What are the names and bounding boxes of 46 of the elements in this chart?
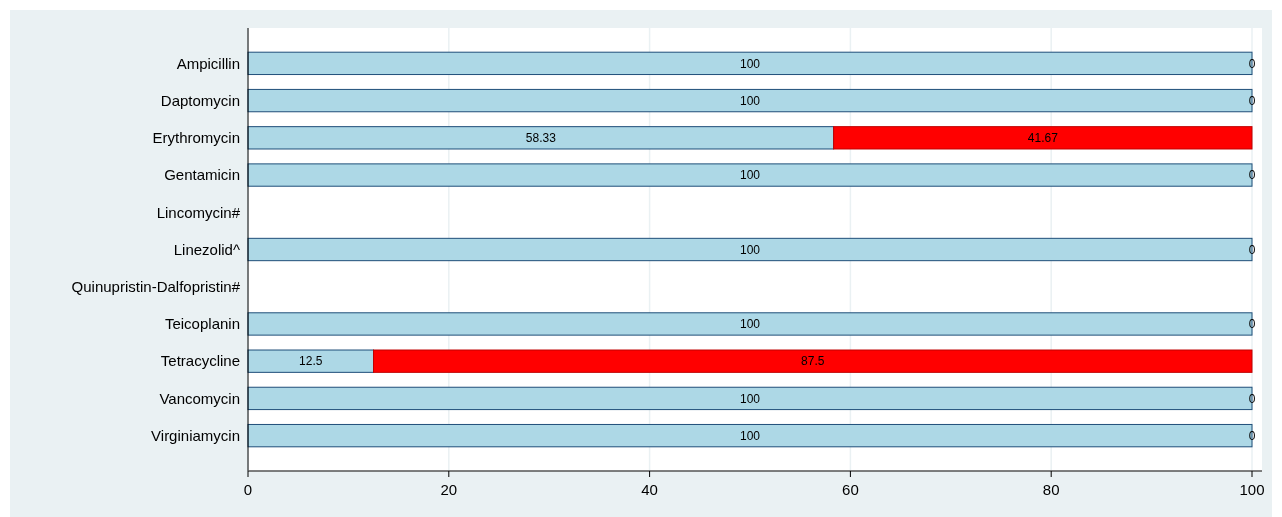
- bar: [247, 386, 1253, 411]
- y-tick-label: Virginiamycin: [151, 426, 240, 444]
- x-tick-label: 100: [1239, 481, 1265, 498]
- y-tick-label: Vancomycin: [159, 389, 240, 407]
- bar: [247, 312, 1253, 336]
- y-tick-label: Ampicillin: [176, 54, 240, 72]
- x-tick-label: 0: [243, 481, 253, 498]
- x-tick-label: 80: [1042, 481, 1060, 498]
- data-label: 0: [1248, 391, 1256, 406]
- data-label: 58.33: [525, 131, 557, 146]
- data-label: 0: [1248, 242, 1256, 257]
- data-label: 100: [739, 93, 761, 108]
- y-tick-label: Teicoplanin: [164, 315, 240, 333]
- y-tick-label: Linezolid^: [173, 240, 240, 258]
- bar: [247, 163, 1253, 187]
- y-tick-label: Quinupristin-Dalfopristin#: [71, 277, 241, 295]
- data-label: 0: [1248, 93, 1256, 108]
- data-label: 100: [739, 428, 761, 443]
- data-label: 12.5: [299, 354, 323, 369]
- data-label: 0: [1248, 56, 1256, 71]
- data-label: 100: [739, 56, 761, 71]
- data-label: 41.67: [1027, 131, 1059, 146]
- y-tick-label: Erythromycin: [152, 129, 240, 147]
- x-tick-label: 40: [641, 481, 658, 498]
- y-tick-label: Tetracycline: [160, 352, 240, 370]
- data-label: 0: [1248, 317, 1256, 332]
- bar: [833, 126, 1253, 150]
- y-tick-label: Lincomycin#: [156, 203, 241, 221]
- bar: [247, 88, 1253, 113]
- bar: [247, 126, 835, 150]
- data-label: 100: [739, 317, 761, 332]
- data-label: 100: [739, 168, 761, 183]
- data-label: 0: [1248, 168, 1256, 183]
- data-label: 100: [739, 391, 761, 406]
- x-tick-label: 60: [842, 481, 859, 498]
- y-tick-label: Gentamicin: [164, 166, 240, 184]
- bar: [247, 237, 1253, 262]
- bar: [247, 349, 374, 373]
- bar: [247, 423, 1253, 448]
- bar: [373, 349, 1253, 373]
- data-label: 87.5: [801, 354, 825, 369]
- bar: [247, 51, 1253, 76]
- y-tick-label: Daptomycin: [160, 91, 240, 109]
- x-tick-label: 20: [440, 481, 458, 498]
- data-label: 100: [739, 242, 761, 257]
- data-label: 0: [1248, 428, 1256, 443]
